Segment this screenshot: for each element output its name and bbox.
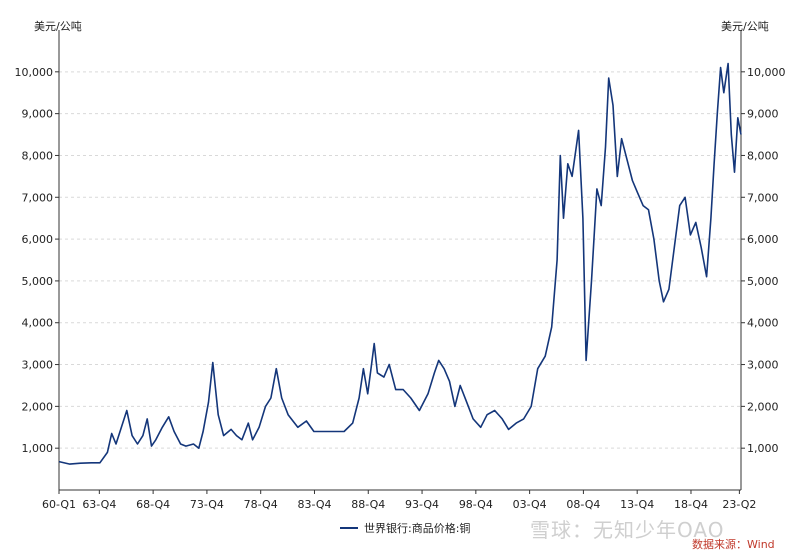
x-tick-label: 63-Q4 <box>82 498 116 511</box>
y-tick-label-left: 2,000 <box>22 400 54 413</box>
y-tick-label-right: 8,000 <box>747 149 779 162</box>
y-tick-label-left: 7,000 <box>22 191 54 204</box>
x-tick-label: 73-Q4 <box>190 498 224 511</box>
y-tick-label-right: 5,000 <box>747 275 779 288</box>
x-tick-label: 98-Q4 <box>459 498 493 511</box>
y-axis-unit-right: 美元/公吨 <box>721 20 769 33</box>
watermark: 雪球：无知少年OAO <box>530 518 725 542</box>
x-tick-label: 93-Q4 <box>405 498 439 511</box>
y-tick-label-right: 4,000 <box>747 317 779 330</box>
y-axis-unit-left: 美元/公吨 <box>34 20 82 33</box>
legend-swatch <box>340 527 358 529</box>
series-layer <box>58 62 742 465</box>
x-tick-label: 13-Q4 <box>620 498 654 511</box>
x-tick-label: 60-Q1 <box>42 498 76 511</box>
y-tick-label-left: 4,000 <box>22 317 54 330</box>
x-tick-label: 23-Q2 <box>722 498 756 511</box>
x-tick-label: 03-Q4 <box>513 498 547 511</box>
y-tick-label-right: 3,000 <box>747 359 779 372</box>
y-tick-label-left: 5,000 <box>22 275 54 288</box>
y-tick-label-left: 3,000 <box>22 359 54 372</box>
x-tick-label: 08-Q4 <box>566 498 600 511</box>
x-tick-label: 68-Q4 <box>136 498 170 511</box>
data-source: 数据来源：Wind <box>692 538 775 551</box>
gridlines <box>59 71 741 449</box>
y-tick-label-right: 7,000 <box>747 191 779 204</box>
x-tick-label: 18-Q4 <box>674 498 708 511</box>
y-tick-label-right: 10,000 <box>747 66 786 79</box>
y-tick-label-left: 10,000 <box>15 66 54 79</box>
y-tick-label-left: 8,000 <box>22 149 54 162</box>
y-tick-label-right: 6,000 <box>747 233 779 246</box>
legend: 世界银行:商品价格:铜 <box>340 520 470 536</box>
axes: 1,000 1,000 2,000 2,000 3,000 3,000 4,000 4,000… <box>15 30 786 511</box>
x-tick-label: 88-Q4 <box>351 498 385 511</box>
y-tick-label-left: 6,000 <box>22 233 54 246</box>
y-tick-label-left: 1,000 <box>22 442 54 455</box>
y-tick-label-right: 1,000 <box>747 442 779 455</box>
y-tick-label-left: 9,000 <box>22 108 54 121</box>
series-line <box>58 62 742 465</box>
legend-label: 世界银行:商品价格:铜 <box>364 522 471 535</box>
y-tick-label-right: 2,000 <box>747 400 779 413</box>
y-tick-label-right: 9,000 <box>747 108 779 121</box>
x-tick-label: 83-Q4 <box>297 498 331 511</box>
x-tick-label: 78-Q4 <box>244 498 278 511</box>
